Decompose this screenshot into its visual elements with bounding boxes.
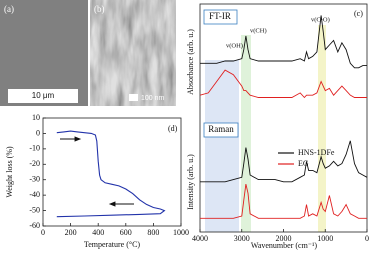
image-label: (a) xyxy=(4,4,14,14)
x-tick-label: 200 xyxy=(65,228,77,237)
annotation: v(CH) xyxy=(250,27,267,34)
x-tick-label: 2000 xyxy=(276,234,292,243)
scale-text: 100 nm xyxy=(141,95,165,102)
section-label: FT-IR xyxy=(209,11,231,21)
section-box xyxy=(203,122,239,138)
spectrum-line xyxy=(200,140,368,183)
section-box xyxy=(203,9,238,25)
scale-bar xyxy=(129,94,138,101)
panel-label: (d) xyxy=(168,124,178,133)
scale-text: 10 μm xyxy=(32,91,55,100)
spectrum-line xyxy=(200,183,367,219)
x-tick-label: 0 xyxy=(365,234,369,243)
spectrum-line xyxy=(200,15,367,69)
x-tick-label: 1000 xyxy=(317,234,333,243)
highlight-band xyxy=(318,25,326,232)
spectrum-line xyxy=(199,69,367,99)
panel-label: (c) xyxy=(354,9,363,18)
x-axis-label: Wavenumber (cm⁻¹) xyxy=(251,241,318,250)
x-tick-label: 4000 xyxy=(192,234,208,243)
x-tick-label: 1000 xyxy=(173,228,189,237)
y-tick-label: -30 xyxy=(29,175,40,184)
x-tick-label: 400 xyxy=(92,228,104,237)
y-tick-label: -50 xyxy=(29,205,40,214)
sem-image-b: (b) 100 nm xyxy=(90,0,176,106)
legend: HNS-1DFe EG xyxy=(278,148,335,168)
tga-line xyxy=(56,130,166,218)
sem-image-a: (a) 10 μm xyxy=(0,0,88,106)
highlight-band xyxy=(241,35,251,232)
y-tick-label: -40 xyxy=(29,190,40,199)
y-tick-label: -20 xyxy=(29,159,40,168)
y-axis-label: Weight loss (%) xyxy=(5,146,14,198)
legend-entry: HNS-1DFe xyxy=(298,148,335,157)
x-tick-label: 0 xyxy=(41,228,45,237)
y-tick-label: 0 xyxy=(36,128,40,137)
y-tick-label: 10 xyxy=(32,113,40,122)
section-label: Raman xyxy=(208,124,234,134)
x-tick-label: 600 xyxy=(120,228,132,237)
legend-entry: EG xyxy=(298,159,309,168)
x-tick-label: 3000 xyxy=(234,234,250,243)
plot-frame xyxy=(42,117,182,227)
x-axis-label: Temperature (°C) xyxy=(84,240,141,249)
scale-bar xyxy=(8,89,78,103)
y-tick-label: -60 xyxy=(29,221,40,230)
y-axis-label: Intensity (arb. u.) xyxy=(186,154,195,210)
annotation: v(OH) xyxy=(226,42,243,49)
x-tick-label: 800 xyxy=(147,228,159,237)
y-axis-label: Absorbance (arb. u.) xyxy=(186,29,195,95)
arrows xyxy=(60,136,134,207)
y-tick-label: -10 xyxy=(29,144,40,153)
highlight-band xyxy=(205,60,239,232)
image-label: (b) xyxy=(94,4,105,14)
